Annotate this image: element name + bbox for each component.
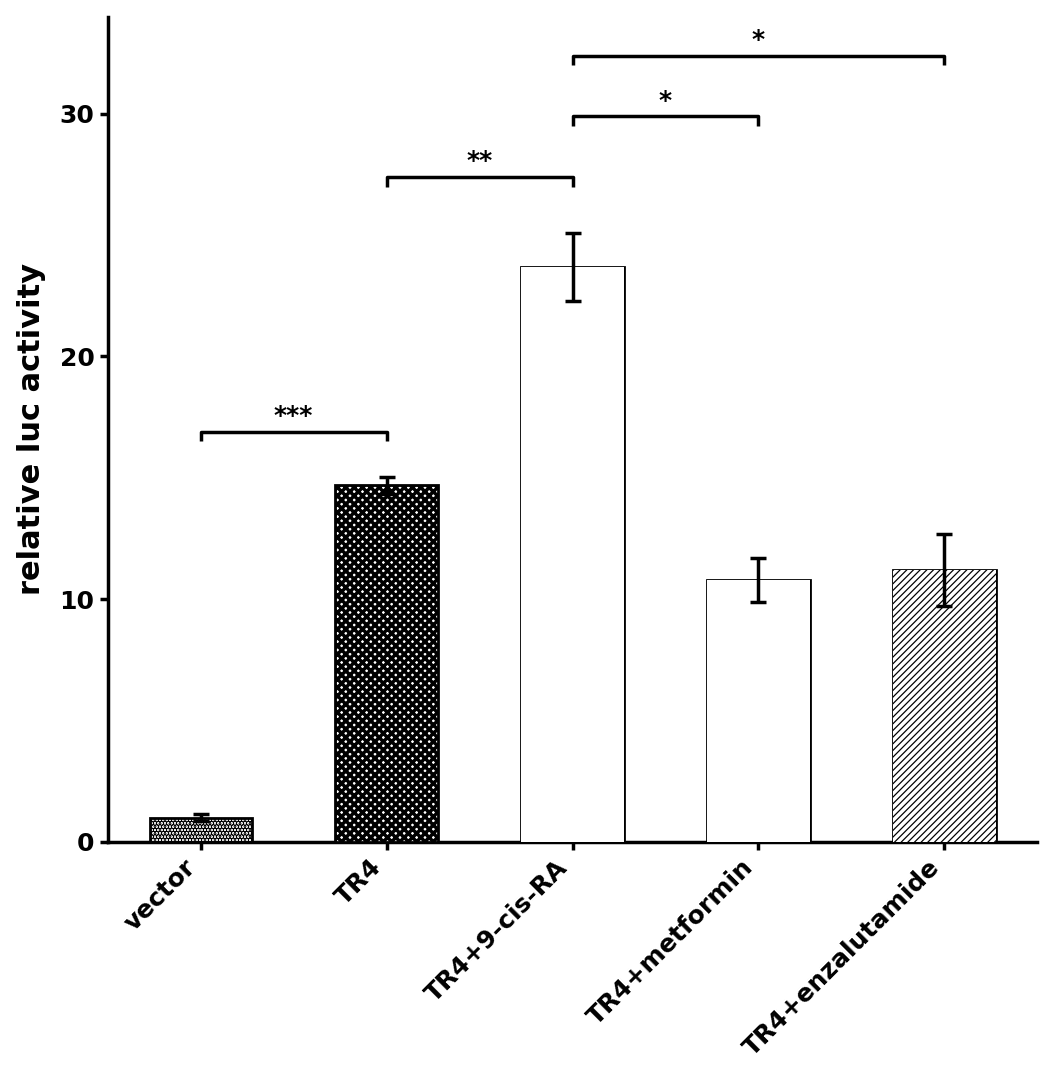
Bar	[335, 485, 437, 842]
Bar	[150, 817, 252, 842]
Bar	[522, 267, 624, 842]
Text: *: *	[752, 28, 765, 52]
Text: **: **	[467, 150, 492, 173]
Y-axis label: relative luc activity: relative luc activity	[17, 263, 45, 596]
Bar	[522, 267, 624, 842]
Bar	[150, 817, 252, 842]
Bar	[893, 570, 995, 842]
Bar	[335, 485, 437, 842]
Bar	[707, 579, 809, 842]
Bar	[893, 570, 995, 842]
Bar	[707, 579, 809, 842]
Text: *: *	[659, 88, 672, 112]
Text: ***: ***	[274, 404, 313, 428]
